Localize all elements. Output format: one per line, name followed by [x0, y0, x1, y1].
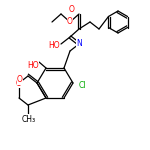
Text: O: O	[16, 78, 22, 87]
Text: N: N	[76, 39, 82, 48]
Text: HO: HO	[48, 42, 60, 51]
Text: O: O	[17, 75, 23, 84]
Text: HO: HO	[27, 60, 39, 69]
Text: O: O	[67, 18, 73, 27]
Text: O: O	[69, 6, 75, 15]
Text: Cl: Cl	[78, 81, 86, 90]
Text: CH₃: CH₃	[22, 114, 36, 123]
